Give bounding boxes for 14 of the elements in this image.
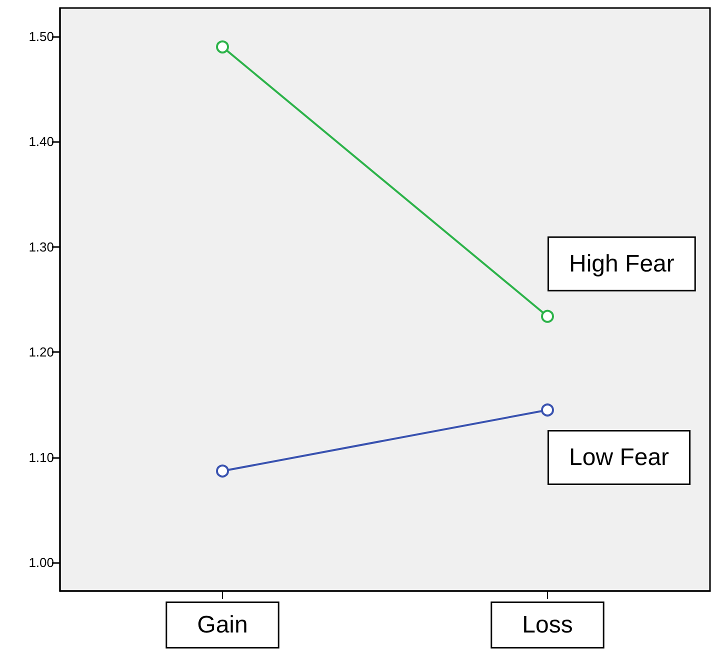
x-tick-label: Loss xyxy=(522,612,573,638)
series-label: High Fear xyxy=(569,250,674,278)
point xyxy=(216,464,229,478)
y-tick-label: 1.50 xyxy=(28,28,54,44)
point xyxy=(541,310,554,323)
x-tick-label: Gain xyxy=(197,612,248,638)
y-tick-label: 1.00 xyxy=(28,555,54,570)
y-tick-label: 1.40 xyxy=(28,134,54,150)
y-tick-label: 1.30 xyxy=(28,239,54,254)
series-label: Low Fear xyxy=(569,444,670,471)
point xyxy=(216,40,229,54)
y-tick-label: 1.10 xyxy=(28,450,54,465)
y-tick-label: 1.20 xyxy=(28,344,54,360)
point xyxy=(541,404,554,416)
